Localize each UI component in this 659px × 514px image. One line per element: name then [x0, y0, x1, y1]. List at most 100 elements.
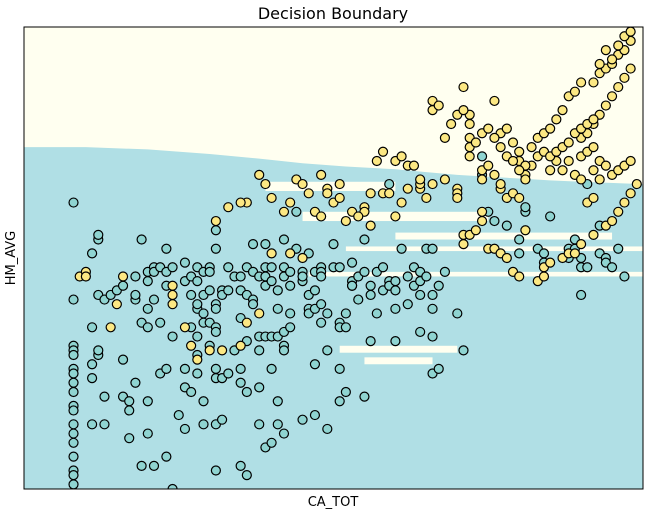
- data-point-class-0: [545, 211, 556, 222]
- data-point-class-0: [340, 308, 351, 319]
- data-point-class-1: [384, 188, 395, 199]
- data-point-class-0: [322, 423, 333, 435]
- data-point-class-0: [365, 280, 376, 291]
- data-point-class-0: [117, 280, 129, 291]
- data-point-class-0: [520, 202, 531, 213]
- data-point-class-0: [161, 451, 172, 462]
- data-point-class-0: [359, 234, 370, 245]
- data-point-class-1: [377, 146, 389, 157]
- data-point-class-1: [575, 174, 587, 185]
- data-point-class-0: [247, 299, 259, 310]
- data-point-class-0: [155, 317, 166, 328]
- data-point-class-0: [278, 345, 290, 356]
- data-point-class-1: [625, 27, 636, 37]
- data-point-class-0: [285, 308, 296, 319]
- data-point-class-0: [346, 257, 358, 268]
- data-point-class-0: [192, 276, 203, 287]
- data-point-class-1: [557, 165, 568, 176]
- data-point-class-1: [260, 178, 271, 190]
- data-point-class-1: [625, 155, 636, 167]
- data-point-class-0: [390, 303, 401, 314]
- data-point-class-1: [495, 142, 506, 153]
- data-point-class-0: [340, 322, 351, 333]
- data-point-class-0: [223, 368, 234, 379]
- data-point-class-1: [476, 174, 488, 185]
- data-point-class-1: [303, 188, 314, 199]
- data-point-class-1: [396, 197, 407, 208]
- data-point-class-1: [278, 206, 290, 217]
- data-point-class-1: [507, 137, 519, 148]
- data-point-class-1: [569, 86, 581, 97]
- data-point-class-0: [384, 178, 395, 190]
- data-point-class-1: [458, 239, 469, 250]
- data-point-class-1: [464, 118, 475, 130]
- data-point-class-0: [86, 248, 98, 259]
- data-point-class-1: [606, 91, 618, 102]
- data-point-class-1: [334, 192, 345, 204]
- data-point-class-0: [192, 368, 203, 379]
- data-point-class-0: [210, 303, 221, 314]
- data-point-class-1: [316, 169, 327, 180]
- data-point-class-0: [365, 289, 376, 301]
- data-point-class-1: [545, 257, 556, 268]
- data-point-class-0: [396, 243, 407, 254]
- data-point-class-0: [501, 220, 512, 231]
- data-point-class-0: [619, 271, 630, 282]
- chart-title: Decision Boundary: [258, 4, 408, 23]
- data-point-class-0: [124, 405, 135, 416]
- data-point-class-0: [68, 479, 79, 489]
- data-point-class-0: [427, 331, 438, 342]
- data-point-class-0: [266, 363, 277, 374]
- data-point-class-1: [483, 123, 494, 134]
- data-point-class-0: [439, 266, 451, 277]
- data-point-class-0: [148, 460, 160, 471]
- data-point-class-0: [142, 322, 153, 333]
- data-point-class-0: [316, 271, 327, 282]
- data-point-class-0: [309, 359, 321, 370]
- data-point-class-1: [105, 322, 116, 333]
- data-point-class-1: [415, 174, 426, 185]
- data-point-class-1: [458, 81, 469, 93]
- data-point-class-0: [309, 285, 321, 296]
- data-point-class-0: [575, 289, 587, 301]
- data-point-class-0: [68, 349, 79, 361]
- data-point-class-0: [359, 266, 370, 277]
- data-point-class-0: [390, 336, 401, 347]
- data-point-class-1: [575, 77, 587, 88]
- data-point-class-0: [328, 239, 339, 250]
- data-point-class-0: [433, 363, 444, 374]
- data-point-class-0: [204, 266, 215, 277]
- data-point-class-1: [619, 197, 630, 208]
- data-point-class-0: [161, 363, 172, 374]
- data-point-class-0: [93, 345, 104, 356]
- data-point-class-1: [501, 123, 512, 134]
- data-point-class-0: [167, 262, 178, 273]
- data-point-class-0: [124, 433, 135, 444]
- data-point-class-0: [99, 419, 110, 430]
- data-point-class-0: [173, 409, 184, 421]
- data-point-class-1: [365, 188, 376, 199]
- data-point-class-1: [600, 100, 611, 111]
- data-point-class-1: [545, 165, 556, 176]
- data-point-class-1: [551, 114, 562, 125]
- data-point-class-1: [476, 206, 488, 217]
- data-point-class-1: [569, 248, 581, 259]
- data-point-class-0: [254, 345, 265, 356]
- data-point-class-1: [588, 77, 599, 88]
- data-point-class-1: [563, 155, 574, 167]
- data-point-class-1: [322, 188, 333, 199]
- data-point-class-1: [507, 155, 519, 167]
- data-point-class-0: [291, 206, 302, 217]
- data-point-class-1: [458, 105, 469, 116]
- data-point-class-1: [167, 280, 178, 291]
- data-point-class-1: [501, 252, 512, 264]
- data-point-class-0: [161, 243, 172, 254]
- data-point-class-0: [538, 248, 550, 259]
- data-point-class-1: [514, 271, 525, 282]
- data-point-class-1: [285, 197, 296, 208]
- plot-area: [24, 27, 643, 489]
- data-point-class-0: [322, 345, 333, 356]
- data-point-class-0: [99, 391, 110, 402]
- data-point-class-1: [606, 215, 618, 227]
